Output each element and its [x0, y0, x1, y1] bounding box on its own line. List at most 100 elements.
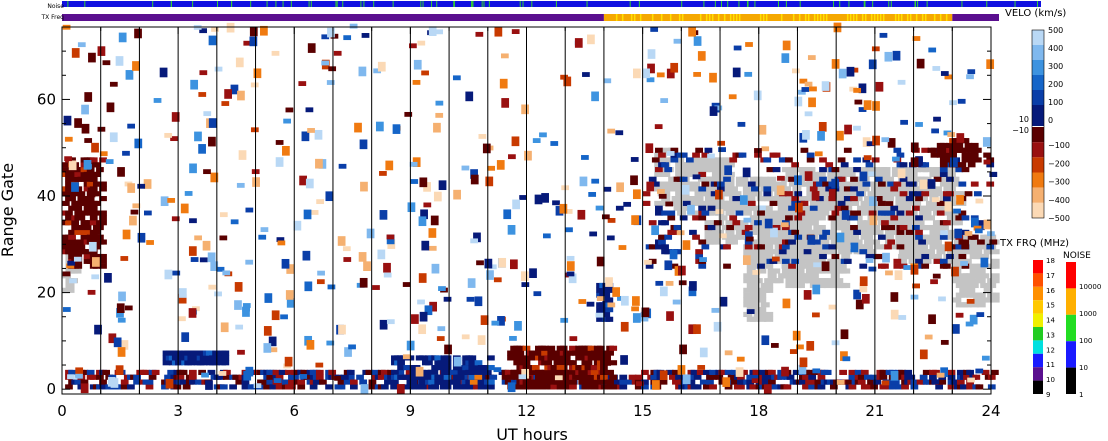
echo-cell [143, 210, 152, 216]
echo-cell [862, 181, 871, 187]
echo-cell [368, 379, 377, 385]
echo-cell [392, 124, 401, 134]
echo-cell [780, 222, 789, 228]
echo-cell [249, 26, 258, 37]
ground-scatter-cell [675, 171, 685, 177]
echo-cell [264, 293, 273, 303]
echo-cell [73, 256, 82, 262]
echo-cell [99, 379, 107, 385]
echo-cell [471, 365, 480, 371]
echo-cell [961, 152, 970, 158]
echo-cell [521, 104, 529, 115]
ground-scatter-cell [943, 234, 953, 240]
echo-cell [863, 155, 872, 161]
echo-cell [609, 345, 618, 351]
echo-cell [550, 374, 559, 380]
noise-bar-fleck [216, 1, 218, 7]
txfreq-fleck [870, 14, 873, 21]
txfreq-tick-label: 17 [1046, 272, 1055, 280]
echo-cell [189, 218, 197, 224]
echo-cell [973, 225, 982, 231]
echo-cell [764, 218, 773, 229]
y-tick-label: 40 [37, 187, 56, 205]
ground-scatter-cell [728, 205, 738, 211]
echo-cell [633, 68, 641, 79]
echo-cell [915, 156, 923, 166]
echo-cell [967, 162, 976, 168]
echo-cell [92, 244, 101, 250]
noise-bar-fleck [481, 1, 483, 7]
echo-cell [237, 349, 245, 355]
echo-cell [819, 253, 827, 260]
echo-cell [470, 174, 479, 185]
echo-cell [593, 350, 602, 356]
echo-cell [609, 374, 618, 380]
ground-scatter-cell [732, 224, 742, 231]
ground-scatter-cell [846, 181, 856, 187]
ground-scatter-cell [795, 263, 805, 269]
echo-cell [864, 384, 872, 390]
echo-cell [587, 34, 595, 45]
echo-cell [931, 197, 940, 203]
ground-scatter-cell [788, 181, 798, 187]
echo-cell [899, 176, 908, 182]
echo-cell [245, 366, 254, 377]
echo-cell [366, 228, 375, 239]
ground-scatter-cell [795, 258, 805, 264]
txfreq-tick-label: 16 [1046, 287, 1055, 295]
echo-cell [245, 207, 254, 213]
echo-cell [338, 163, 347, 169]
txfreq-fleck [849, 14, 852, 21]
echo-cell [887, 239, 896, 245]
ground-scatter-cell [711, 167, 721, 173]
ground-scatter-cell [718, 191, 728, 197]
echo-cell [263, 384, 272, 390]
ground-scatter-cell [750, 229, 760, 235]
echo-cell [850, 242, 859, 253]
echo-cell [252, 177, 260, 187]
echo-cell [117, 167, 125, 177]
echo-cell [874, 196, 883, 202]
echo-cell [134, 28, 142, 39]
echo-cell [87, 289, 96, 295]
echo-cell [688, 286, 697, 297]
echo-cell [94, 324, 102, 335]
ground-scatter-cell [711, 224, 721, 231]
echo-cell [449, 369, 458, 375]
echo-cell [75, 367, 84, 378]
echo-cell [64, 136, 73, 142]
echo-cell [737, 374, 745, 380]
echo-cell [850, 176, 858, 182]
echo-cell [607, 302, 616, 308]
echo-cell [161, 384, 169, 390]
echo-cell [516, 384, 525, 390]
echo-cell [596, 256, 605, 267]
echo-cell [887, 181, 896, 187]
echo-cell [519, 195, 527, 200]
legends: 500400300200100010−10−100−200−300−400−50… [1012, 26, 1101, 399]
ground-scatter-cell [816, 224, 826, 231]
ground-scatter-cell [777, 205, 787, 211]
echo-cell [443, 384, 452, 390]
echo-cell [678, 280, 687, 286]
echo-cell [792, 330, 801, 341]
echo-cell [843, 147, 852, 153]
echo-cell [893, 263, 902, 269]
ground-scatter-cell [725, 162, 735, 168]
echo-cell [656, 72, 665, 78]
echo-cell [410, 179, 419, 184]
ground-scatter-cell [764, 282, 774, 289]
noise-swatch [1066, 288, 1076, 315]
echo-cell [872, 101, 880, 111]
echo-cell [634, 384, 643, 390]
velocity-swatch [1032, 120, 1044, 126]
ground-scatter-cell [929, 224, 939, 231]
echo-cell [772, 152, 781, 158]
echo-cell [221, 350, 230, 356]
ground-scatter-cell [959, 292, 969, 298]
noise-bar-fleck [310, 1, 312, 7]
velocity-tick-label: 0 [1048, 116, 1053, 125]
echo-cell [689, 229, 697, 235]
echo-cell [236, 182, 245, 188]
echo-cell [81, 104, 89, 115]
